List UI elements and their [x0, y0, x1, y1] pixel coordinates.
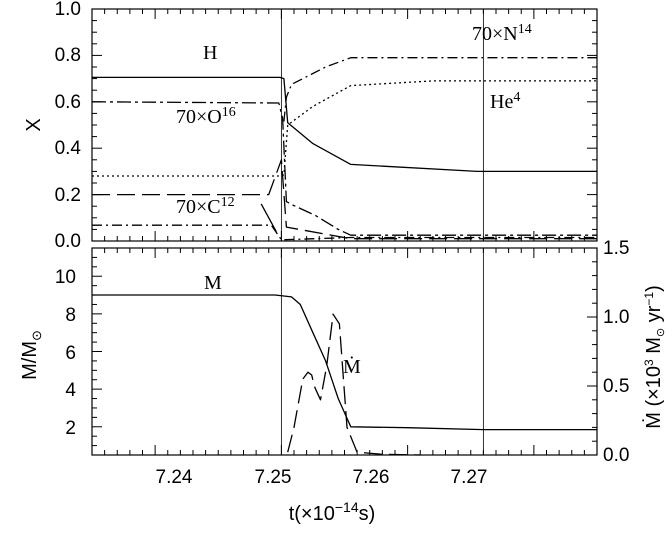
bottom-y2-tick-label: 1.0: [603, 307, 629, 328]
x-tick-label: 7.27: [451, 467, 488, 488]
annotation-n14: 70×N14: [472, 22, 532, 45]
top-y-tick-label: 1.0: [55, 0, 81, 20]
bottom-panel: 2 4 6 8 10 0.0 0.5 1.0 1.5 7.24 7.25 7.2…: [19, 238, 667, 525]
top-plot-frame: [91, 8, 598, 242]
annotation-he4: He4: [490, 90, 520, 113]
annotation-m: M: [204, 272, 222, 294]
bottom-vertical-markers: [280, 248, 484, 455]
top-series-group: [91, 57, 597, 241]
bottom-y2-axis-title: Ṁ (×103 M⊙ yr−1): [642, 285, 667, 429]
top-y-axis-title: X: [23, 118, 45, 131]
series-line-70-o16: [91, 101, 597, 236]
series-line-curve-5: [92, 224, 597, 241]
annotation-c12: 70×C12: [176, 195, 235, 218]
annotation-o16: 70×O16: [176, 105, 236, 128]
series-line-he4: [92, 80, 597, 177]
bottom-y-tick-label: 2: [65, 418, 76, 439]
series-line-m: [92, 294, 597, 431]
x-tick-label: 7.25: [255, 467, 292, 488]
bottom-plot-frame: [91, 247, 598, 456]
series-line-70-n14: [283, 57, 597, 122]
x-tick-label: 7.24: [156, 467, 193, 488]
bottom-y2-tick-label: 0.0: [603, 445, 629, 466]
bottom-y-tick-label: 4: [65, 380, 76, 401]
top-y-tick-label: 0.6: [55, 92, 81, 113]
bottom-y-axis-title: M/M⊙: [19, 330, 44, 380]
x-tick-label: 7.26: [353, 467, 390, 488]
series-line-curve-1: [287, 313, 421, 456]
top-y-tick-label: 0.8: [55, 45, 81, 66]
top-y-tick-label: 0.2: [55, 185, 81, 206]
top-y-tick-label: 0.4: [55, 138, 82, 159]
top-panel: 0.0 0.2 0.4 0.6 0.8 1.0 X H 70×N14 70×O1…: [23, 0, 598, 252]
annotation-h: H: [203, 42, 217, 64]
top-tick-marks: [91, 8, 598, 242]
top-vertical-markers: [280, 9, 484, 241]
bottom-y2-tick-label: 1.5: [603, 238, 629, 259]
series-line-70-c12: [92, 159, 597, 240]
top-y-tick-label: 0.0: [55, 231, 81, 252]
bottom-y-tick-label: 6: [65, 343, 76, 364]
bottom-y-tick-label: 8: [65, 305, 76, 326]
bottom-y-tick-label: 10: [55, 267, 76, 288]
series-line-curve-6: [260, 203, 277, 233]
bottom-series-group: [92, 294, 597, 456]
series-line-h: [92, 76, 597, 173]
bottom-y2-tick-label: 0.5: [603, 376, 629, 397]
annotation-mdot: Ṁ: [343, 355, 361, 378]
x-axis-title: t(×10−14s): [289, 499, 376, 525]
bottom-tick-marks: [91, 247, 598, 456]
